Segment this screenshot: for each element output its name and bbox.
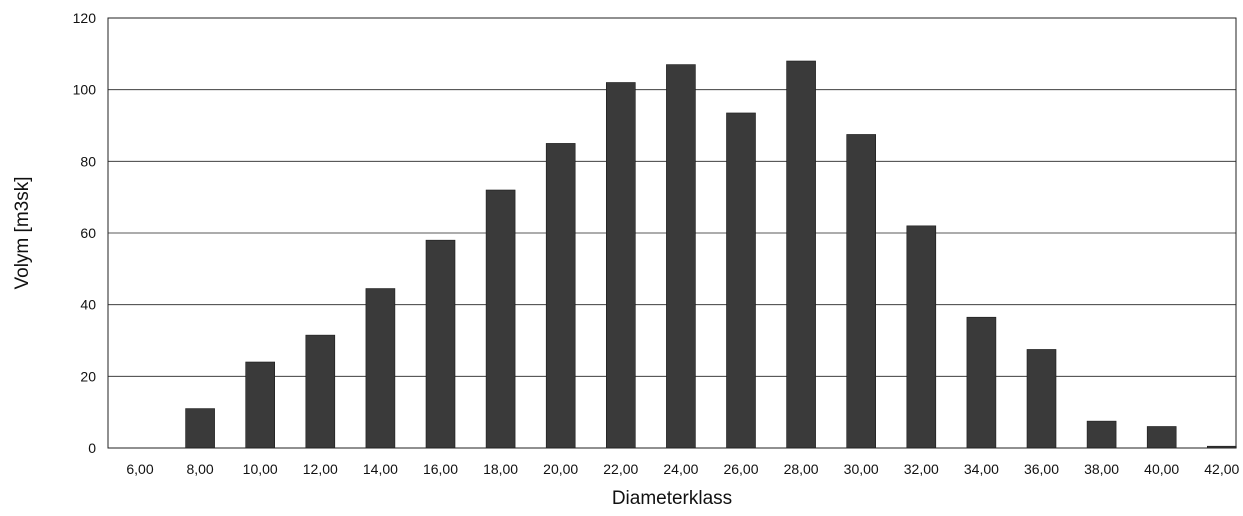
y-tick-label: 40 (80, 297, 96, 313)
bar (185, 408, 215, 449)
x-tick-label: 28,00 (784, 461, 819, 477)
x-tick-label: 34,00 (964, 461, 999, 477)
y-tick-label: 100 (73, 82, 97, 98)
x-tick-label: 10,00 (243, 461, 278, 477)
bar (906, 225, 937, 449)
bar (245, 361, 275, 449)
y-tick-label: 80 (80, 153, 96, 169)
x-tick-label: 22,00 (603, 461, 638, 477)
x-tick-label: 40,00 (1144, 461, 1179, 477)
y-tick-label: 60 (80, 225, 96, 241)
y-tick-label: 20 (80, 368, 96, 384)
x-tick-label: 42,00 (1204, 461, 1239, 477)
bars (185, 60, 1237, 449)
y-tick-labels: 0 20 40 60 80 100 120 (73, 10, 97, 456)
x-tick-label: 30,00 (844, 461, 879, 477)
y-tick-label: 120 (73, 10, 97, 26)
bar (605, 82, 636, 449)
bar (786, 60, 816, 449)
bar (545, 143, 576, 449)
plot-frame (107, 17, 1237, 449)
x-tick-labels: 6,00 8,00 10,00 12,00 14,00 16,00 18,00 20,00 22… (126, 461, 1239, 477)
bar (726, 112, 756, 449)
bar (1086, 420, 1117, 449)
x-tick-label: 6,00 (126, 461, 153, 477)
bar (485, 189, 516, 449)
x-tick-label: 38,00 (1084, 461, 1119, 477)
bar (666, 64, 696, 449)
bar (1026, 349, 1057, 449)
x-tick-label: 36,00 (1024, 461, 1059, 477)
x-tick-label: 16,00 (423, 461, 458, 477)
y-axis-title: Volym [m3sk] (12, 177, 33, 290)
x-tick-label: 20,00 (543, 461, 578, 477)
y-tick-label: 0 (88, 440, 96, 456)
bar (305, 334, 336, 449)
bar (966, 316, 997, 449)
x-tick-label: 14,00 (363, 461, 398, 477)
x-axis-title: Diameterklass (612, 488, 732, 509)
x-tick-label: 12,00 (303, 461, 338, 477)
x-tick-label: 8,00 (186, 461, 213, 477)
bar (846, 134, 877, 449)
x-tick-label: 24,00 (663, 461, 698, 477)
x-tick-label: 32,00 (904, 461, 939, 477)
bar (1146, 426, 1177, 449)
bar (365, 288, 396, 449)
x-tick-label: 18,00 (483, 461, 518, 477)
x-tick-label: 26,00 (723, 461, 758, 477)
bar (425, 239, 456, 449)
